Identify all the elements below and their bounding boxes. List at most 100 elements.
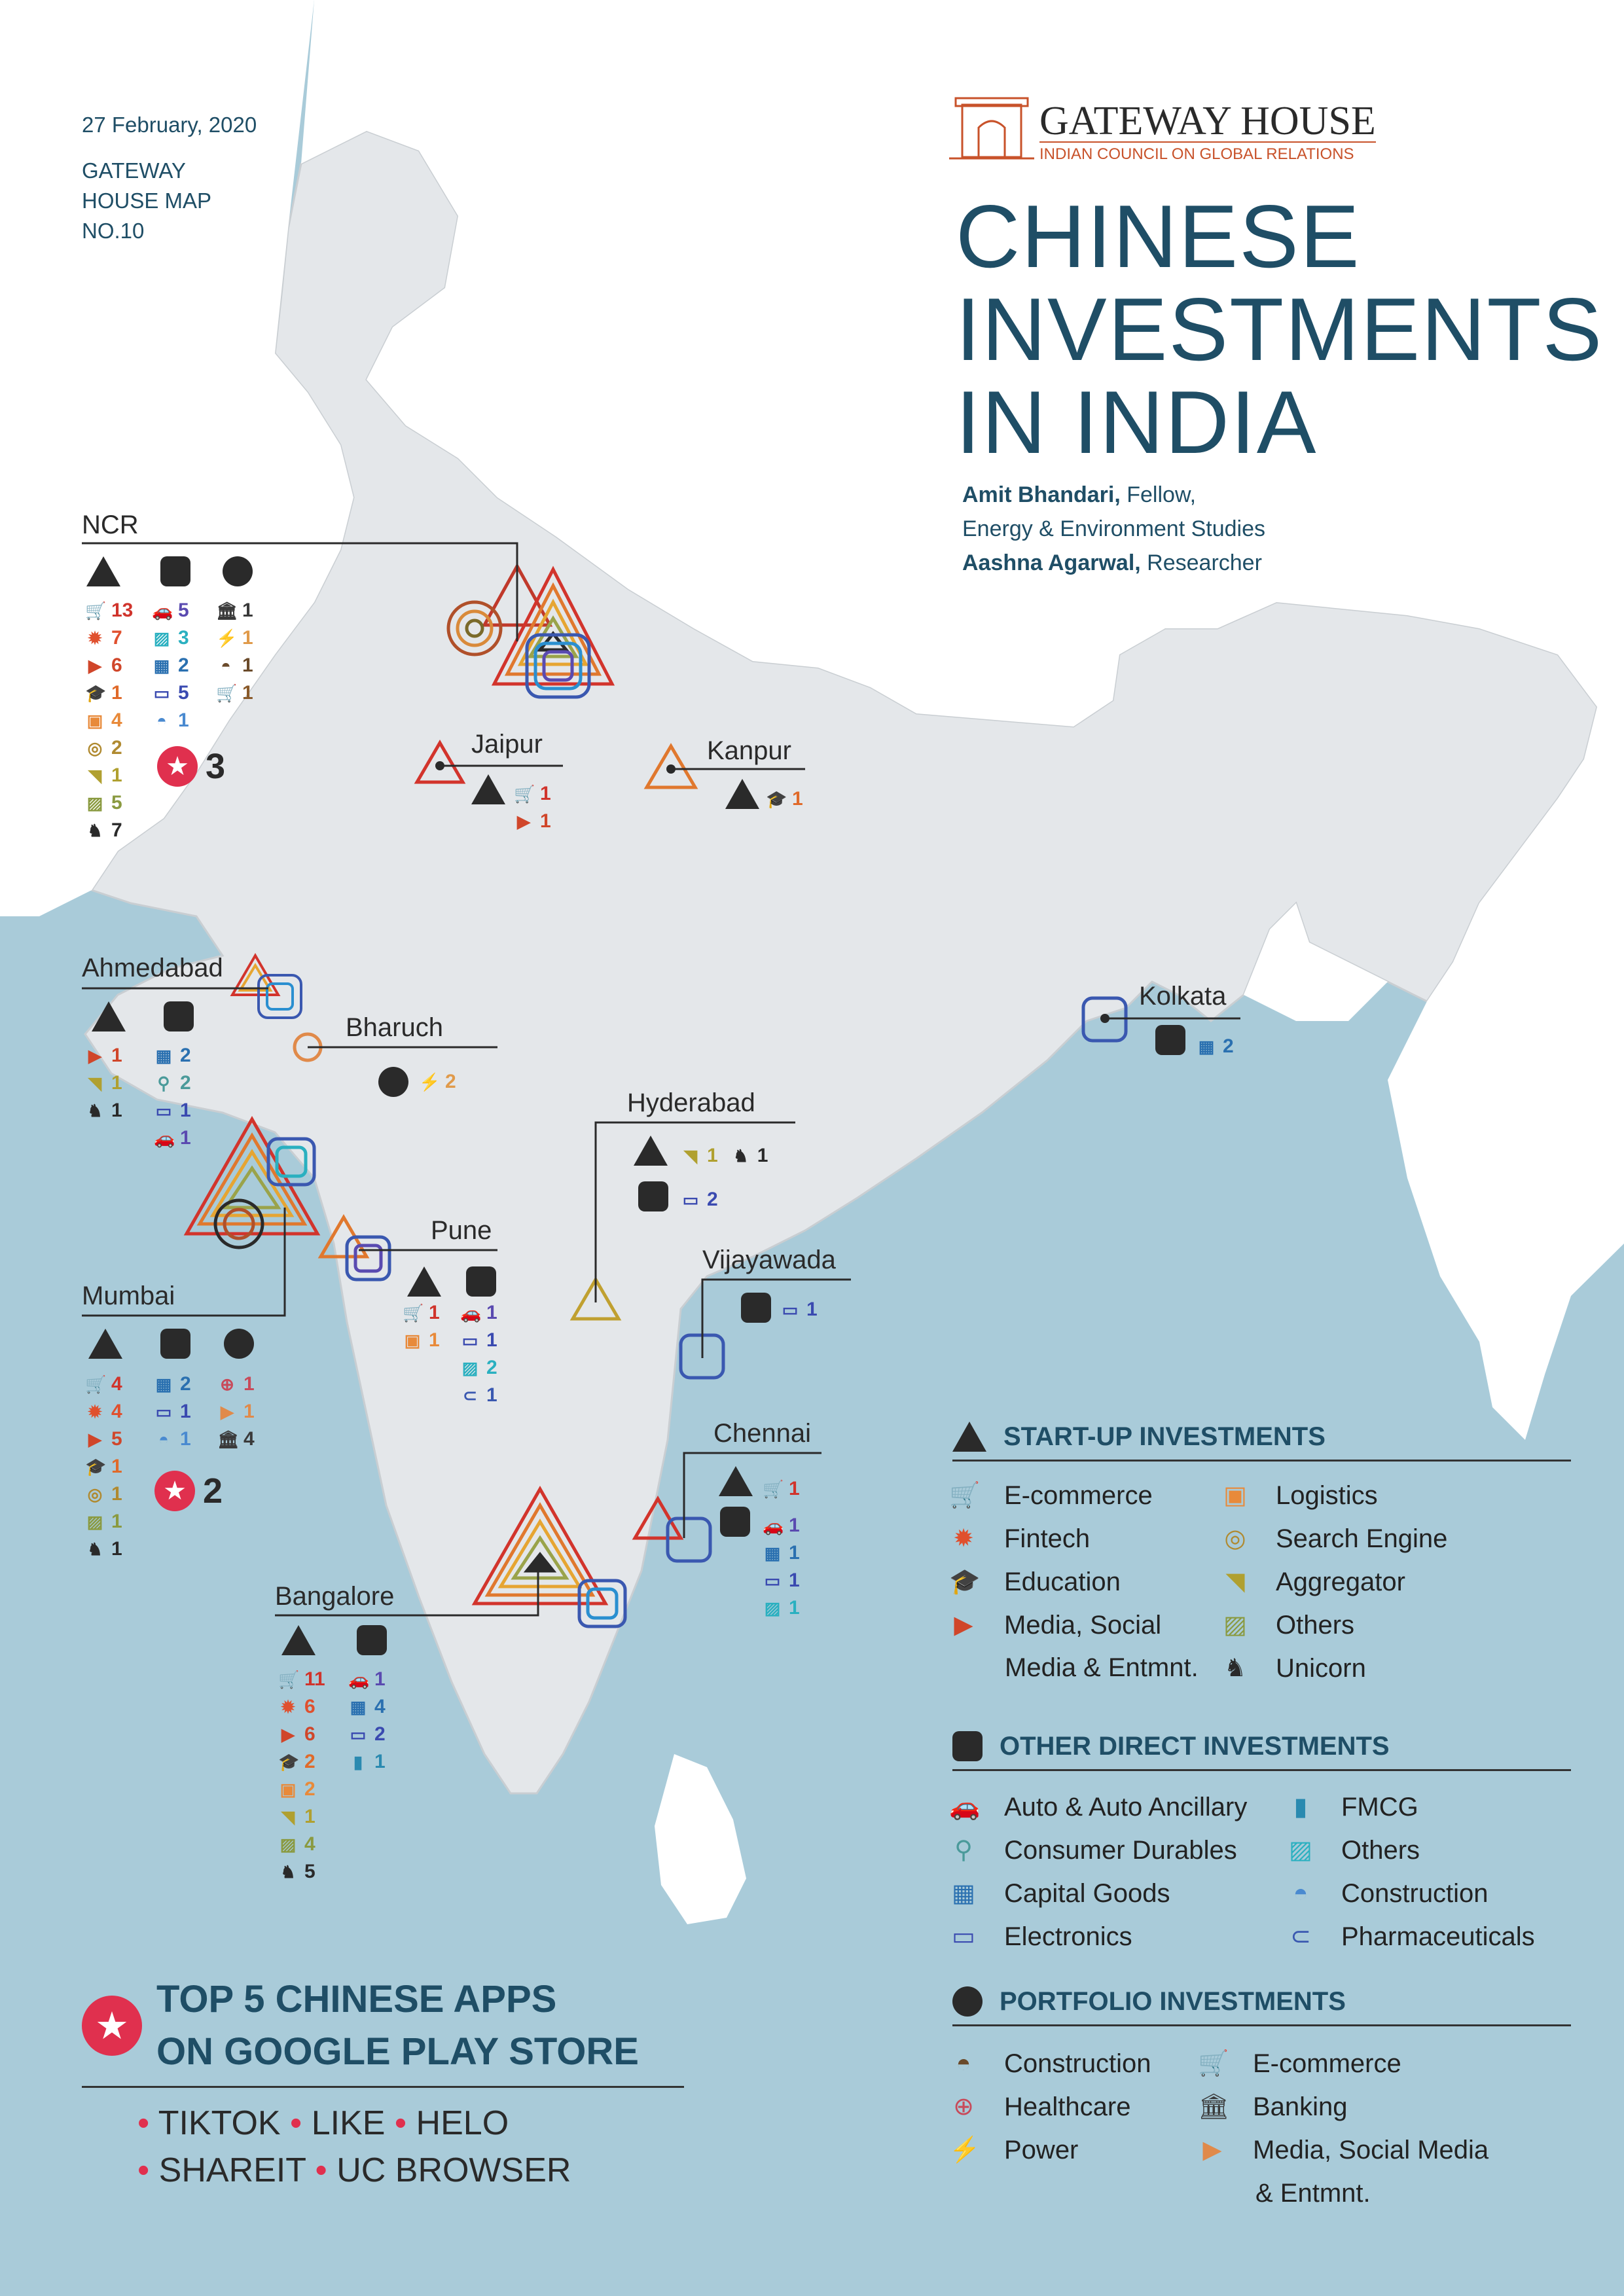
stat-count: 1 bbox=[111, 1511, 122, 1532]
ahmedabad-direct-head bbox=[164, 1001, 194, 1035]
electronics-icon: ▭ bbox=[782, 1300, 799, 1319]
stat-count: 1 bbox=[304, 1806, 316, 1827]
bangalore-startup-head bbox=[281, 1625, 316, 1659]
stat-count: 5 bbox=[178, 600, 189, 621]
consumer-icon: ⚲ bbox=[954, 1837, 973, 1864]
hyderabad-startup-list: ◥ 1 ♞ 1 bbox=[681, 1142, 768, 1170]
education-icon: 🎓 bbox=[766, 789, 787, 809]
stat-count: 2 bbox=[1223, 1035, 1234, 1057]
legend-label: Pharmaceuticals bbox=[1341, 1922, 1535, 1951]
electronics-icon: ▭ bbox=[155, 1101, 172, 1121]
jaipur-marker bbox=[414, 740, 466, 784]
stat-item: ✹ 6 bbox=[278, 1693, 325, 1721]
mumbai-portfolio-list: ⊕ 1 ▶ 1 🏛 4 bbox=[217, 1371, 255, 1453]
stat-count: 1 bbox=[792, 788, 803, 810]
legend-label: Media, Social Media bbox=[1253, 2135, 1489, 2164]
banking-icon: 🏛 bbox=[216, 601, 238, 620]
stat-item: ▭ 1 bbox=[154, 1097, 191, 1124]
ecommerce-icon: 🛒 bbox=[278, 1670, 300, 1689]
stat-count: 5 bbox=[111, 792, 122, 814]
others-d-icon: ▨ bbox=[461, 1358, 478, 1378]
star-icon: ★ bbox=[154, 1471, 195, 1511]
ncr-portfolio-list: 🏛 1 ⚡ 1 ◓ 1 🛒 1 bbox=[216, 597, 253, 707]
auto-icon: 🚗 bbox=[152, 601, 173, 620]
stat-item: ◓ 1 bbox=[216, 652, 253, 679]
aggregator-icon: ◥ bbox=[684, 1146, 697, 1166]
legend-label: Power bbox=[1004, 2135, 1079, 2164]
stat-item: ♞ 1 bbox=[85, 1535, 122, 1563]
legend-item: ▣ Logistics bbox=[1221, 1474, 1447, 1517]
stat-count: 6 bbox=[304, 1723, 316, 1745]
stat-count: 2 bbox=[374, 1723, 386, 1745]
stat-item: ▭ 2 bbox=[681, 1186, 718, 1213]
ecommerce-icon: 🛒 bbox=[85, 1374, 107, 1394]
gateway-arch-icon bbox=[949, 97, 1034, 160]
stat-count: 1 bbox=[806, 1299, 818, 1320]
stat-item: 🛒 1 bbox=[763, 1475, 800, 1503]
gateway-house-logo[interactable]: GATEWAY HOUSE INDIAN COUNCIL ON GLOBAL R… bbox=[949, 85, 1376, 164]
stat-item: ◥ 1 bbox=[681, 1142, 718, 1170]
kolkata-direct-head bbox=[1155, 1025, 1185, 1058]
chennai-marker bbox=[632, 1496, 712, 1563]
stat-item: ⊕ 1 bbox=[217, 1371, 255, 1398]
legend-label: Others bbox=[1341, 1835, 1420, 1865]
stat-count: 2 bbox=[180, 1072, 191, 1094]
legend-item: ◓ Construction bbox=[949, 2042, 1151, 2085]
vijayawada-direct-list: ▭ 1 bbox=[780, 1296, 818, 1323]
others-icon: ▨ bbox=[1223, 1611, 1247, 1639]
stat-count: 6 bbox=[304, 1696, 316, 1717]
stat-item: ◥ 1 bbox=[85, 1069, 122, 1097]
unicorn-icon: ♞ bbox=[1223, 1655, 1247, 1682]
stat-item: ▨ 3 bbox=[152, 624, 189, 652]
legend-label: E-commerce bbox=[1253, 2049, 1401, 2078]
power-icon: ⚡ bbox=[949, 2136, 981, 2164]
stat-count: 1 bbox=[111, 1045, 122, 1066]
star-icon: ★ bbox=[82, 1996, 142, 2056]
stat-item: ▭ 1 bbox=[460, 1327, 497, 1354]
logistics-icon: ▣ bbox=[404, 1331, 421, 1350]
legend-media-p-extra: & Entmnt. bbox=[1255, 2178, 1371, 2208]
stat-item: 🏛 1 bbox=[216, 597, 253, 624]
city-label-mumbai: Mumbai bbox=[82, 1282, 175, 1310]
legend-media-extra: Media & Entmnt. bbox=[1005, 1653, 1199, 1682]
legend-item: ✹ Fintech bbox=[949, 1517, 1161, 1560]
hyderabad-marker bbox=[569, 1276, 622, 1321]
legend-portfolio-col1: ◓ Construction ⊕ Healthcare ⚡ Power bbox=[949, 2042, 1151, 2172]
search-icon: ◎ bbox=[1224, 1525, 1246, 1552]
construction-d-icon: ◓ bbox=[1293, 1880, 1308, 1907]
stat-count: 1 bbox=[374, 1668, 386, 1690]
ncr-portfolio-marker bbox=[446, 600, 503, 656]
search-icon: ◎ bbox=[87, 1484, 103, 1504]
capital-icon: ▦ bbox=[153, 656, 170, 675]
stat-count: 4 bbox=[244, 1428, 255, 1450]
capital-icon: ▦ bbox=[155, 1374, 172, 1394]
logo-name: GATEWAY HOUSE bbox=[1039, 99, 1376, 143]
stat-item: 🛒 1 bbox=[216, 679, 253, 707]
ecommerce-p-icon: 🛒 bbox=[1198, 2050, 1229, 2077]
legend-item: ▭ Electronics bbox=[949, 1915, 1247, 1958]
stat-item: ▦ 2 bbox=[154, 1371, 191, 1398]
stat-item: ▦ 4 bbox=[348, 1693, 386, 1721]
bangladesh-land bbox=[1244, 903, 1388, 1021]
aggregator-icon: ◥ bbox=[281, 1807, 295, 1827]
bangalore-marker bbox=[471, 1485, 627, 1628]
stat-item: ▶ 1 bbox=[217, 1398, 255, 1426]
stat-item: ▨ 4 bbox=[278, 1831, 325, 1858]
city-label-kanpur: Kanpur bbox=[707, 736, 791, 765]
auto-icon: 🚗 bbox=[348, 1670, 370, 1689]
construction-p-icon: ◓ bbox=[956, 2050, 971, 2077]
ahmedabad-direct-list: ▦ 2 ⚲ 2 ▭ 1 🚗 1 bbox=[154, 1042, 191, 1152]
others-icon: ▨ bbox=[86, 1512, 103, 1532]
fmcg-icon: ▮ bbox=[353, 1752, 363, 1772]
stat-item: 🛒 11 bbox=[278, 1666, 325, 1693]
legend-label: Logistics bbox=[1276, 1480, 1378, 1510]
author-2-name: Aashna Agarwal, bbox=[962, 550, 1141, 575]
legend-startup-col2: ▣ Logistics ◎ Search Engine ◥ Aggregator ▨ Othe… bbox=[1221, 1474, 1447, 1690]
ncr-startup-list: 🛒 13 ✹ 7 ▶ 6 🎓 1 ▣ 4 ◎ 2 ◥ 1 ▨ 5 ♞ 7 bbox=[85, 597, 133, 844]
unicorn-icon: ♞ bbox=[87, 821, 103, 840]
legend-item: ⚲ Consumer Durables bbox=[949, 1829, 1247, 1872]
stat-item: 🎓 2 bbox=[278, 1748, 325, 1776]
healthcare-icon: ⊕ bbox=[220, 1374, 234, 1394]
stat-count: 5 bbox=[178, 682, 189, 704]
legend-startup: START-UP INVESTMENTS bbox=[952, 1422, 1571, 1462]
